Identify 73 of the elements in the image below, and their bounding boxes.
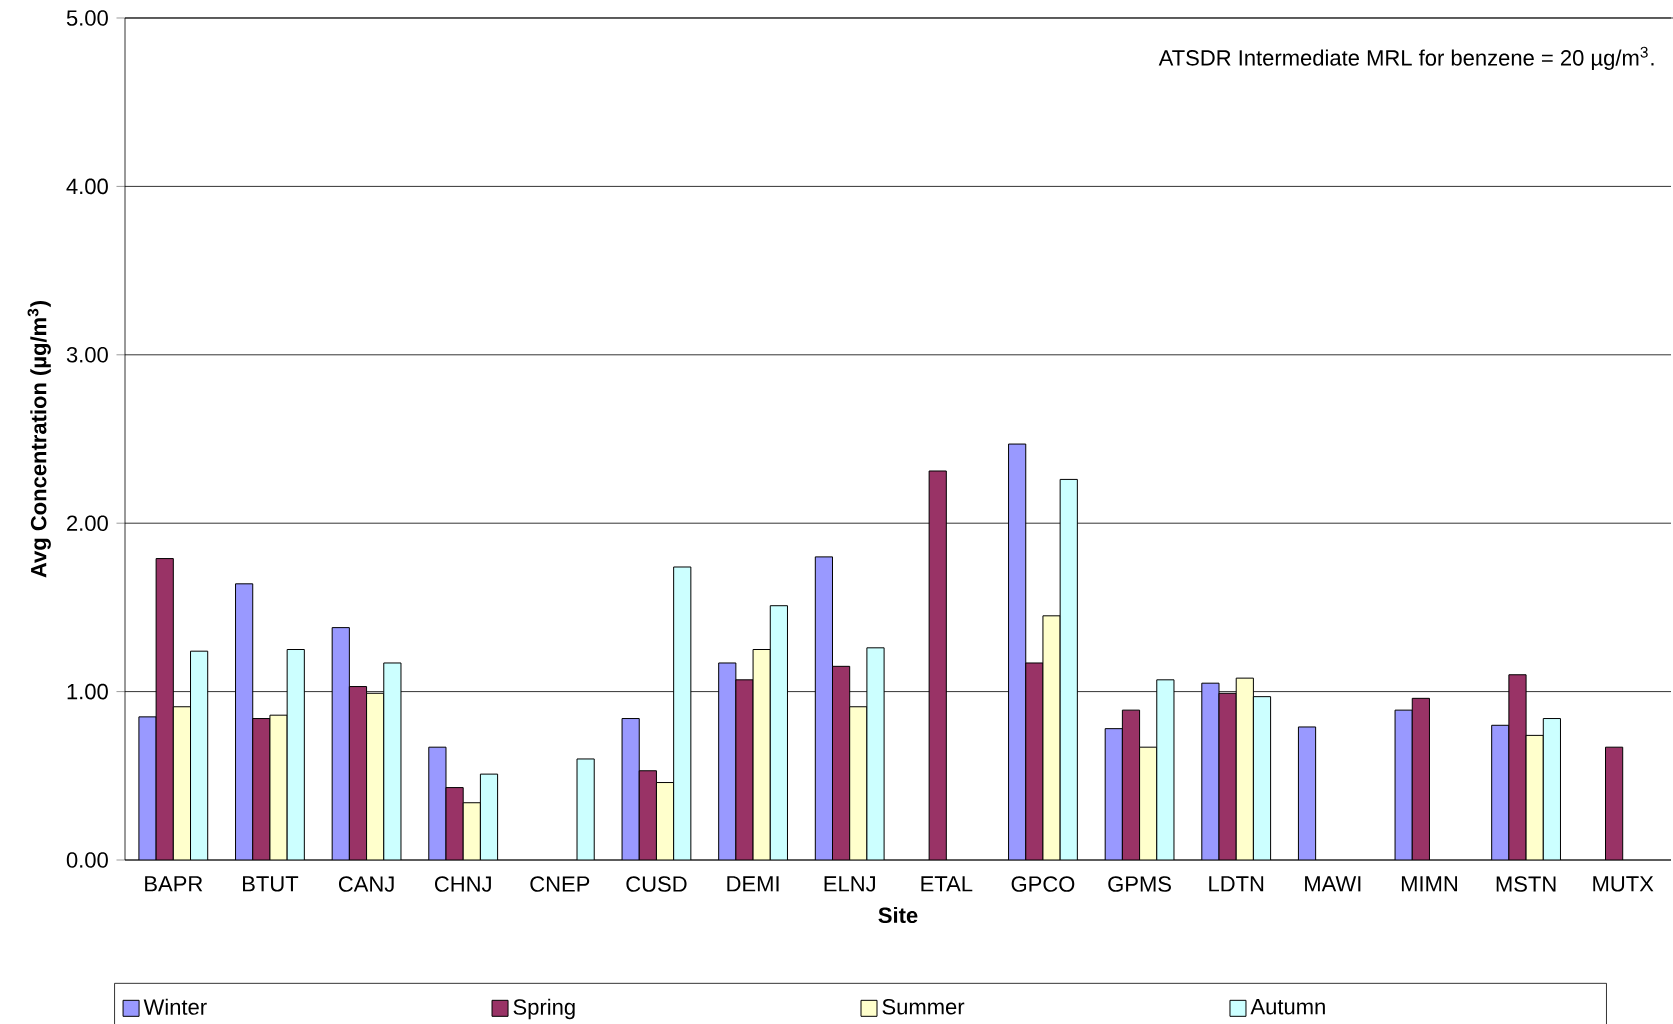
y-tick-label: 1.00 (67, 683, 108, 700)
bar (814, 556, 833, 860)
legend-label: Winter (143, 998, 207, 1015)
bar (1525, 734, 1544, 860)
bar (428, 746, 447, 860)
x-tick-label: LDTN (1209, 876, 1264, 892)
x-tick-label: ELNJ (824, 876, 875, 892)
bar (1201, 682, 1220, 860)
bar (366, 692, 385, 860)
bar (462, 802, 481, 860)
bar (286, 649, 305, 860)
bar (190, 650, 209, 860)
y-tick-label: 5.00 (66, 10, 108, 26)
bar (172, 706, 192, 860)
y-tick-label: 2.00 (67, 515, 108, 531)
y-axis-title: Avg Concentration (µg/m$^{3}$) (27, 301, 51, 578)
x-tick-label: CANJ (338, 876, 394, 892)
x-tick-label: BTUT (243, 876, 299, 892)
bar (1252, 696, 1272, 860)
x-tick-label: DEMI (727, 876, 779, 892)
bar (1104, 728, 1123, 860)
x-tick-label: MUTX (1593, 876, 1654, 892)
x-tick-label: CNEP (530, 876, 590, 892)
bar (928, 470, 947, 860)
x-tick-label: MSTN (1496, 876, 1556, 892)
bar (832, 665, 851, 860)
x-axis-title: Site (878, 906, 918, 924)
bar (1411, 697, 1430, 860)
x-tick-label: GPMS (1108, 876, 1171, 892)
legend-label: Autumn (1250, 999, 1325, 1015)
x-tick-label: CHNJ (434, 876, 491, 892)
bar (1121, 709, 1141, 860)
y-tick-label: 3.00 (66, 346, 108, 363)
bar (1491, 724, 1510, 860)
bar (752, 649, 771, 860)
bar (348, 686, 368, 860)
bar (849, 706, 868, 860)
y-tick-label: 0.00 (66, 852, 108, 868)
legend-label: Summer (882, 998, 965, 1015)
bar (673, 566, 692, 860)
bar (1008, 443, 1027, 860)
bar (1394, 709, 1413, 860)
bar (1139, 746, 1158, 860)
bar (252, 718, 271, 860)
y-tick-label: 4.00 (66, 178, 108, 195)
x-tick-label: MAWI (1305, 876, 1361, 892)
x-tick-label: GPCO (1011, 876, 1075, 892)
bar (1542, 718, 1561, 860)
bar (1605, 746, 1624, 860)
bar (445, 787, 464, 860)
bar (1156, 679, 1175, 860)
bar (718, 662, 737, 860)
bar (155, 558, 174, 860)
bar (1025, 662, 1044, 860)
bar (769, 605, 788, 860)
bar (638, 770, 657, 860)
bar (383, 662, 402, 860)
bar (331, 627, 350, 860)
bar (655, 782, 675, 860)
x-tick-label: MIMN (1401, 876, 1457, 892)
bar (1059, 478, 1078, 860)
x-tick-label: ETAL (921, 876, 973, 892)
bar (479, 773, 499, 860)
bar (1235, 677, 1254, 860)
bar (1297, 726, 1317, 860)
legend-label: Spring (513, 998, 575, 1020)
x-tick-label: BAPR (145, 876, 203, 892)
bar (621, 718, 640, 860)
bar (1218, 692, 1237, 860)
x-tick-label: CUSD (626, 876, 687, 892)
bar (235, 583, 254, 860)
bar (576, 758, 595, 860)
annotation: ATSDR Intermediate MRL for benzene = 20 µg/m$^{3}$. (1158, 46, 1654, 70)
